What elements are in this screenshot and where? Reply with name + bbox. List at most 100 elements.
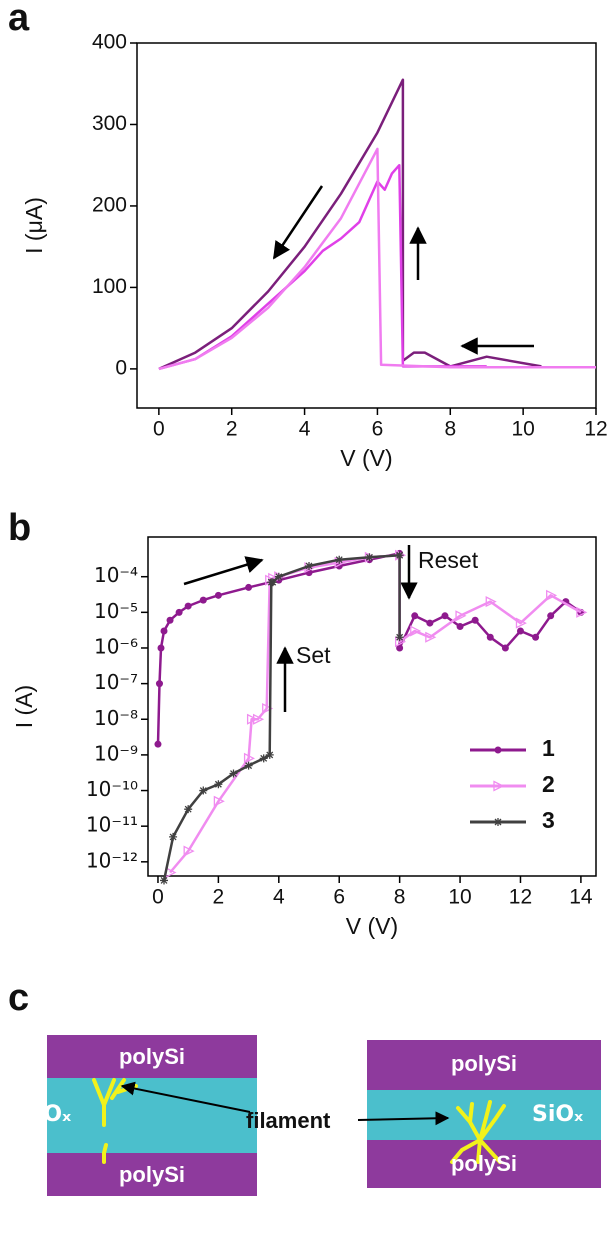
arrow <box>120 1081 251 1113</box>
x-tick-label: 10 <box>448 886 471 909</box>
marker <box>184 805 193 814</box>
marker <box>214 591 222 599</box>
marker <box>169 832 178 841</box>
panel-label: a <box>8 0 30 39</box>
data-line <box>158 78 542 371</box>
marker <box>246 713 259 725</box>
x-tick-label: 0 <box>153 418 165 441</box>
x-tick-label: 4 <box>299 418 311 441</box>
marker <box>365 553 374 562</box>
arrow <box>357 1111 450 1126</box>
panel-a: a 0 2 4 6 8 10 12 0 100 200 300 400 V (V) I (μA) <box>8 0 608 471</box>
data-line <box>158 147 596 371</box>
marker <box>245 583 253 591</box>
x-tick-label: 10 <box>511 418 534 441</box>
marker <box>411 612 419 620</box>
y-tick-label: 10⁻⁶ <box>94 634 138 658</box>
marker <box>183 845 195 857</box>
x-tick-label: 2 <box>226 418 238 441</box>
marker <box>532 633 540 641</box>
marker <box>485 596 497 608</box>
arrow <box>272 185 324 260</box>
marker <box>199 596 207 604</box>
marker <box>410 625 422 637</box>
marker <box>253 713 265 725</box>
marker <box>547 612 555 620</box>
marker <box>243 752 256 764</box>
legend-label: 2 <box>542 771 555 797</box>
marker <box>199 786 208 795</box>
plot-frame <box>147 536 597 877</box>
y-tick-label: 100 <box>92 275 127 298</box>
legend-label: 1 <box>542 735 555 761</box>
x-tick-label: 4 <box>273 886 285 909</box>
data-line <box>169 553 582 874</box>
annotation: Reset <box>418 547 479 573</box>
marker <box>335 555 344 564</box>
y-tick-label: 10⁻¹⁰ <box>86 777 138 801</box>
y-tick-label: 400 <box>92 31 127 54</box>
marker <box>576 606 588 618</box>
x-tick-label: 0 <box>152 886 164 909</box>
data-line <box>156 552 582 745</box>
marker <box>515 617 527 629</box>
marker <box>259 754 268 763</box>
marker <box>395 633 404 642</box>
marker <box>494 818 502 826</box>
marker <box>546 589 558 601</box>
marker <box>516 627 524 635</box>
polysi-layer <box>47 1035 257 1078</box>
x-tick-label: 6 <box>333 886 345 909</box>
marker <box>501 644 509 652</box>
marker <box>262 702 274 715</box>
y-tick-label: 200 <box>92 193 127 216</box>
polysi-layer <box>367 1040 601 1090</box>
marker <box>305 561 314 570</box>
y-tick-label: 10⁻⁵ <box>94 599 138 623</box>
siox-layer <box>47 1078 257 1153</box>
layer-label: polySi <box>119 1162 185 1187</box>
panel-label: c <box>8 977 29 1019</box>
marker <box>175 608 183 616</box>
y-tick-label: 10⁻⁸ <box>94 706 138 730</box>
x-tick-label: 14 <box>569 886 593 909</box>
annotation: Set <box>296 642 331 668</box>
arrow <box>183 556 264 586</box>
marker <box>471 616 479 624</box>
marker <box>494 746 502 754</box>
marker <box>274 572 283 581</box>
y-tick-label: 0 <box>115 356 127 379</box>
marker <box>268 578 277 587</box>
marker <box>441 612 449 620</box>
marker <box>244 761 253 770</box>
y-tick-label: 300 <box>92 112 127 135</box>
x-tick-label: 8 <box>394 886 406 909</box>
panel-label: b <box>8 507 31 549</box>
data-line <box>158 163 487 371</box>
x-axis-title: V (V) <box>340 445 392 471</box>
marker <box>166 616 174 624</box>
y-tick-label: 10⁻¹² <box>86 848 138 872</box>
marker <box>160 627 168 635</box>
polysi-layer <box>367 1140 601 1188</box>
marker <box>395 551 404 560</box>
layer-label: polySi <box>119 1044 185 1069</box>
x-tick-label: 2 <box>213 886 225 909</box>
y-tick-label: 10⁻⁹ <box>94 741 138 765</box>
y-tick-label: 10⁻¹¹ <box>86 813 138 837</box>
y-tick-label: 10⁻⁴ <box>94 563 138 587</box>
layer-label: polySi <box>451 1051 517 1076</box>
marker <box>456 623 464 631</box>
marker <box>213 795 225 807</box>
marker <box>396 644 404 652</box>
marker <box>486 633 494 641</box>
layer-label: SiOₓ <box>20 1102 71 1127</box>
marker <box>425 631 437 643</box>
marker <box>154 740 162 748</box>
filament <box>92 1078 506 1164</box>
x-tick-label: 12 <box>509 886 532 909</box>
marker <box>493 780 505 792</box>
panel-c: c polySi SiOₓ polySi polySi SiOₓ polySi … <box>8 977 601 1196</box>
y-tick-label: 10⁻⁷ <box>94 670 138 694</box>
